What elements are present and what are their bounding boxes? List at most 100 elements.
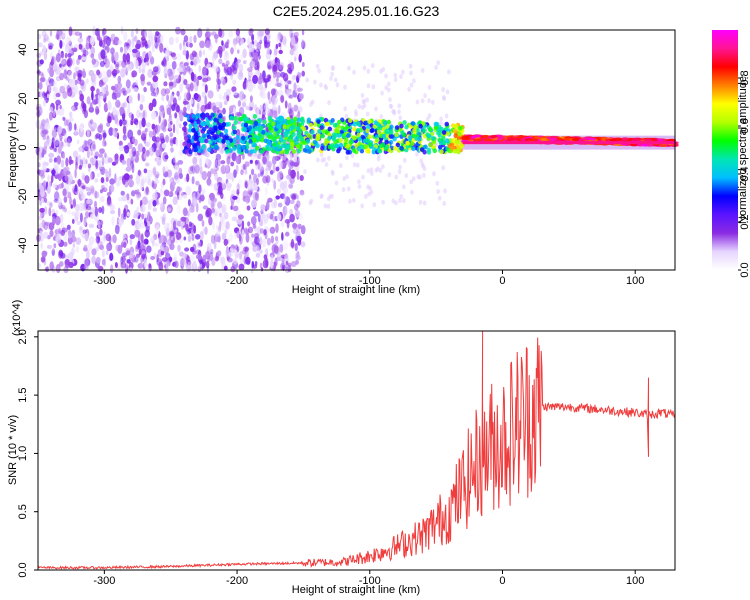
heatmap-cell bbox=[182, 207, 188, 217]
heatmap-cell bbox=[78, 146, 83, 153]
heatmap-cell bbox=[197, 213, 204, 222]
heatmap-cell bbox=[348, 198, 352, 204]
heatmap-cell bbox=[204, 95, 207, 106]
heatmap-cell bbox=[259, 149, 264, 155]
heatmap-cell bbox=[118, 145, 125, 152]
heatmap-cell bbox=[356, 121, 361, 127]
heatmap-cell bbox=[205, 40, 211, 48]
heatmap-cell bbox=[330, 118, 335, 123]
heatmap-cell bbox=[260, 169, 264, 177]
heatmap-cell bbox=[106, 69, 112, 78]
heatmap-cell bbox=[152, 192, 158, 200]
heatmap-cell bbox=[289, 199, 295, 205]
heatmap-cell bbox=[147, 68, 153, 78]
heatmap-cell bbox=[123, 241, 127, 248]
heatmap-cell bbox=[204, 84, 208, 93]
heatmap-cell bbox=[287, 179, 293, 185]
heatmap-cell bbox=[55, 109, 60, 116]
heatmap-cell bbox=[160, 34, 164, 43]
heatmap-cell bbox=[199, 158, 203, 167]
heatmap-cell bbox=[252, 52, 259, 61]
heatmap-cell bbox=[263, 138, 268, 144]
heatmap-cell bbox=[42, 99, 47, 107]
heatmap-cell bbox=[90, 71, 94, 78]
heatmap-cell bbox=[278, 171, 283, 179]
heatmap-cell bbox=[207, 171, 212, 179]
heatmap-cell bbox=[237, 179, 243, 189]
heatmap-cell bbox=[41, 219, 46, 229]
heatmap-cell bbox=[121, 195, 128, 202]
heatmap-cell bbox=[39, 212, 43, 219]
heatmap-cell bbox=[100, 165, 103, 170]
heatmap-cell bbox=[142, 146, 146, 154]
heatmap-cell bbox=[88, 223, 95, 229]
heatmap-cell bbox=[152, 128, 157, 137]
heatmap-cell bbox=[78, 202, 85, 212]
y-tick-label: 1.5 bbox=[17, 387, 29, 402]
heatmap-cell bbox=[116, 88, 122, 95]
heatmap-cell bbox=[87, 163, 92, 169]
heatmap-cell bbox=[287, 63, 292, 70]
heatmap-cell bbox=[271, 178, 275, 183]
heatmap-cell bbox=[90, 150, 93, 157]
heatmap-cell bbox=[45, 79, 50, 85]
heatmap-cell bbox=[447, 69, 451, 75]
heatmap-cell bbox=[155, 149, 161, 158]
heatmap-cell bbox=[141, 186, 145, 192]
heatmap-cell bbox=[233, 120, 238, 126]
heatmap-cell bbox=[247, 67, 253, 72]
heatmap-cell bbox=[199, 171, 202, 177]
heatmap-cell bbox=[256, 177, 259, 186]
heatmap-cell bbox=[202, 254, 207, 263]
heatmap-cell bbox=[179, 251, 184, 257]
heatmap-cell bbox=[255, 191, 259, 202]
heatmap-cell bbox=[252, 223, 257, 229]
heatmap-cell bbox=[233, 115, 238, 121]
heatmap-cell bbox=[251, 152, 255, 161]
heatmap-cell bbox=[99, 228, 103, 236]
heatmap-cell bbox=[217, 45, 223, 55]
heatmap-cell bbox=[186, 65, 191, 72]
heatmap-cell bbox=[339, 163, 343, 169]
heatmap-cell bbox=[163, 68, 167, 74]
heatmap-cell bbox=[38, 150, 42, 161]
heatmap-cell bbox=[298, 129, 303, 135]
heatmap-cell bbox=[127, 129, 134, 140]
heatmap-cell bbox=[293, 116, 298, 122]
heatmap-cell bbox=[206, 242, 212, 251]
heatmap-cell bbox=[397, 109, 401, 115]
heatmap-cell bbox=[105, 36, 111, 47]
heatmap-cell bbox=[297, 213, 303, 220]
heatmap-cell bbox=[167, 207, 172, 212]
heatmap-cell bbox=[64, 173, 68, 182]
heatmap-cell bbox=[266, 47, 271, 55]
heatmap-cell bbox=[256, 135, 261, 141]
heatmap-cell bbox=[210, 234, 216, 244]
heatmap-cell bbox=[389, 104, 394, 109]
heatmap-cell bbox=[77, 54, 82, 60]
heatmap-cell bbox=[75, 210, 80, 218]
heatmap-cell bbox=[79, 159, 84, 168]
heatmap-cell bbox=[152, 207, 158, 212]
heatmap-cell bbox=[366, 68, 371, 74]
heatmap-cell bbox=[76, 58, 80, 65]
heatmap-cell bbox=[366, 83, 371, 89]
heatmap-cell bbox=[253, 210, 259, 217]
heatmap-cell bbox=[62, 188, 67, 197]
heatmap-cell bbox=[202, 77, 209, 83]
heatmap-cell bbox=[265, 175, 271, 184]
heatmap-cell bbox=[262, 119, 267, 125]
heatmap-cell bbox=[345, 150, 350, 155]
heatmap-cell bbox=[97, 240, 103, 250]
heatmap-cell bbox=[260, 137, 265, 143]
heatmap-cell bbox=[123, 101, 127, 108]
heatmap-cell bbox=[140, 222, 146, 229]
heatmap-cell bbox=[289, 141, 295, 147]
heatmap-cell bbox=[266, 161, 272, 168]
heatmap-cell bbox=[141, 130, 147, 138]
x-tick-label: -300 bbox=[93, 275, 115, 287]
heatmap-cell bbox=[84, 175, 90, 184]
heatmap-cell bbox=[271, 121, 276, 127]
